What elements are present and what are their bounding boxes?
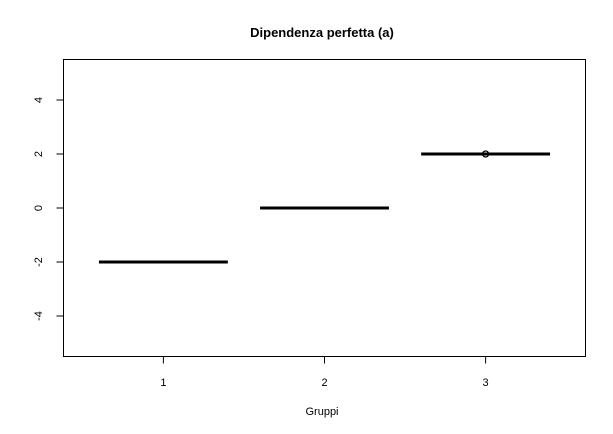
box-group: [98, 150, 551, 264]
x-tick-label: 2: [321, 377, 327, 389]
x-tick-label: 1: [160, 377, 166, 389]
chart-title: Dipendenza perfetta (a): [250, 25, 394, 40]
x-axis: 1 2 3: [160, 356, 489, 389]
y-tick-label: -4: [33, 311, 45, 321]
y-tick-label: -2: [33, 257, 45, 267]
y-axis: -4 -2 0 2 4: [33, 97, 64, 321]
box-3: [421, 150, 551, 158]
box-outlier: [481, 150, 490, 158]
y-tick-label: 4: [33, 97, 45, 103]
x-tick-label: 3: [483, 377, 489, 389]
x-axis-label: Gruppi: [305, 406, 338, 418]
y-tick-label: 0: [33, 205, 45, 211]
y-tick-label: 2: [33, 151, 45, 157]
